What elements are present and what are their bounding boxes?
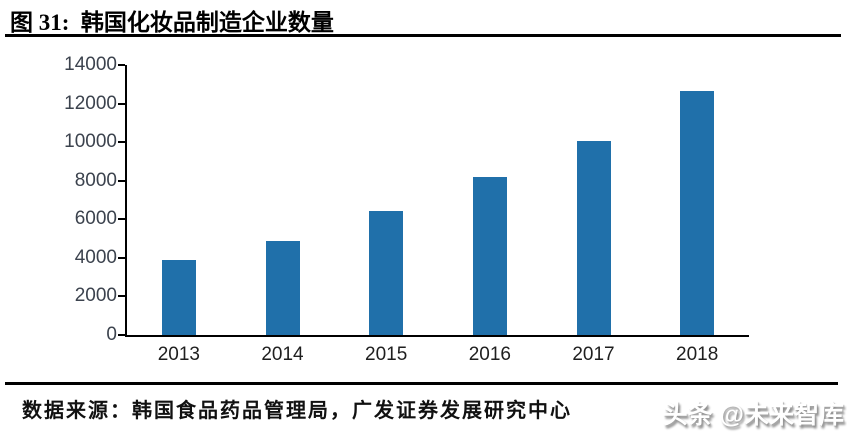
y-axis-tick-label: 0 <box>106 324 117 345</box>
x-axis-tick-label: 2014 <box>261 344 304 365</box>
y-axis-tick <box>118 218 125 221</box>
title-divider <box>5 34 841 37</box>
x-axis-tick-label: 2013 <box>157 344 200 365</box>
watermark-badge: 头条 @未来智库 <box>662 401 844 429</box>
y-axis-tick-label: 4000 <box>74 246 117 268</box>
data-source-note: 数据来源：韩国食品药品管理局，广发证券发展研究中心 <box>22 400 572 422</box>
x-axis-tick-label: 2015 <box>365 344 408 365</box>
y-axis-tick <box>118 334 125 336</box>
figure-title: 图 31: 韩国化妆品制造企业数量 <box>10 10 334 35</box>
y-axis-tick-label: 14000 <box>64 54 117 75</box>
x-axis-tick-label: 2018 <box>676 344 719 365</box>
y-axis-tick-label: 6000 <box>74 208 117 230</box>
footer-divider <box>5 382 838 385</box>
y-axis-tick <box>118 64 125 66</box>
bar-2013 <box>161 260 196 335</box>
bar-2016 <box>472 177 507 335</box>
bar-2014 <box>265 241 300 335</box>
x-axis-tick-label: 2017 <box>572 344 615 365</box>
y-axis-tick <box>118 256 125 259</box>
bar-2017 <box>576 140 611 335</box>
bar-2015 <box>369 211 404 335</box>
y-axis-tick-label: 12000 <box>64 92 117 114</box>
y-axis-tick <box>118 102 125 105</box>
y-axis-tick-label: 10000 <box>64 131 117 153</box>
y-axis-tick <box>118 295 125 298</box>
y-axis-tick <box>118 141 125 144</box>
plot-area <box>118 64 749 337</box>
bar-2018 <box>680 90 715 335</box>
y-axis-tick <box>118 179 125 182</box>
y-axis-tick-label: 2000 <box>74 285 117 307</box>
y-axis-tick-label: 8000 <box>74 169 117 191</box>
x-axis-tick-label: 2016 <box>468 344 511 365</box>
